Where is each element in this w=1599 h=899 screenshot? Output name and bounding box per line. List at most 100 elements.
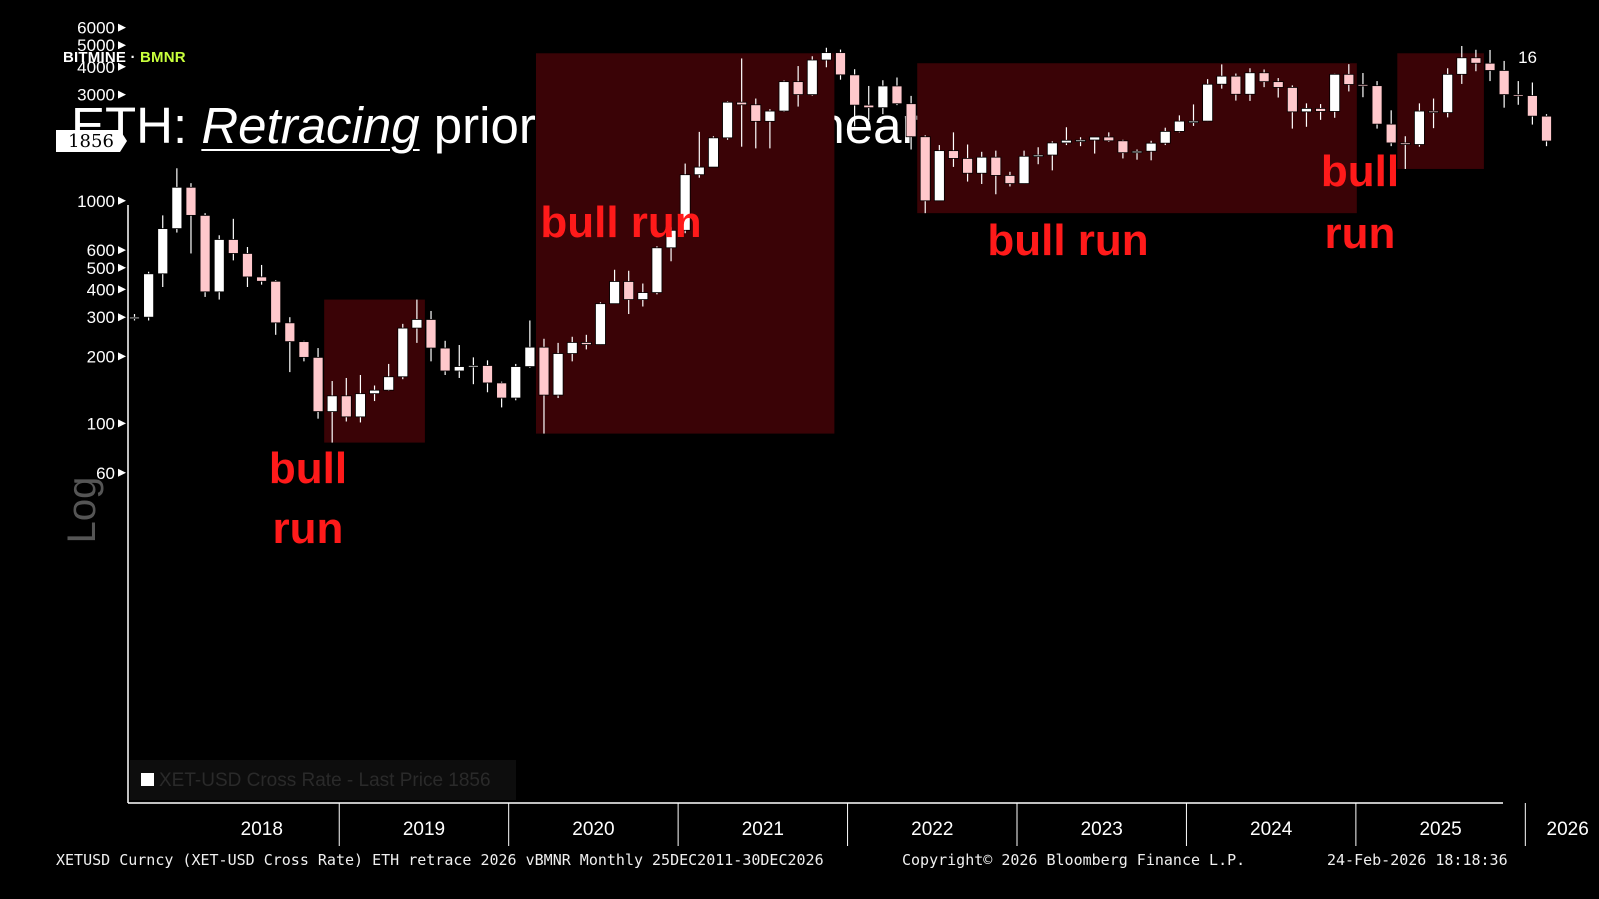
candle-body bbox=[651, 247, 663, 293]
candle-body bbox=[849, 74, 861, 106]
y-tick-label: 6000 bbox=[77, 19, 115, 38]
candle-body bbox=[242, 253, 253, 278]
footer-copyright: Copyright© 2026 Bloomberg Finance L.P. bbox=[902, 851, 1246, 869]
candle-body bbox=[1371, 85, 1383, 125]
candle-body bbox=[270, 280, 282, 324]
footer-source: XETUSD Curncy (XET-USD Cross Rate) ETH r… bbox=[56, 851, 824, 869]
y-tick-mark bbox=[118, 90, 126, 99]
bull-run-zone bbox=[535, 53, 835, 434]
y-tick-mark bbox=[118, 352, 126, 361]
y-tick-label: 100 bbox=[87, 414, 115, 433]
last-price-tag bbox=[56, 130, 127, 153]
candle-body bbox=[1329, 73, 1341, 112]
candle-body bbox=[1018, 155, 1030, 184]
bull-run-label: bull run bbox=[987, 216, 1148, 265]
candle-body bbox=[595, 303, 606, 345]
y-tick-mark bbox=[118, 62, 126, 71]
candle-body bbox=[1089, 136, 1101, 141]
y-tick-label: 400 bbox=[87, 280, 115, 299]
candle-body bbox=[1526, 95, 1538, 117]
y-tick-mark bbox=[118, 23, 126, 32]
candle-body bbox=[820, 52, 832, 61]
candle-body bbox=[143, 273, 155, 318]
candle-body bbox=[566, 342, 578, 354]
candle-body bbox=[1202, 83, 1214, 122]
brand-label: BITMINE · BMNR bbox=[63, 49, 186, 66]
candle-body bbox=[425, 319, 437, 349]
x-tick-label: 2026 bbox=[1547, 819, 1589, 840]
candle-body bbox=[1442, 73, 1454, 114]
candle-body bbox=[933, 150, 945, 202]
candle-body bbox=[340, 395, 352, 418]
candle-body bbox=[835, 52, 846, 76]
y-tick-label: 1000 bbox=[77, 192, 115, 211]
candle-body bbox=[439, 347, 451, 372]
y-tick-label: 500 bbox=[87, 259, 115, 278]
candle-body bbox=[1061, 139, 1072, 144]
y-tick-mark bbox=[118, 313, 126, 322]
candle-body bbox=[1414, 110, 1425, 145]
candle-body bbox=[1428, 110, 1439, 114]
candle-body bbox=[171, 186, 183, 230]
candle-body bbox=[623, 281, 635, 300]
title-emphasis: Retracing bbox=[201, 97, 420, 154]
candle-body bbox=[1498, 70, 1510, 95]
candle-body bbox=[806, 59, 818, 95]
candle-body bbox=[722, 101, 733, 139]
legend-background bbox=[130, 760, 516, 800]
footer-timestamp: 24-Feb-2026 18:18:36 bbox=[1327, 851, 1508, 869]
candle-body bbox=[1230, 75, 1242, 95]
page-number: 16 bbox=[1518, 48, 1537, 67]
y-tick-label: 300 bbox=[87, 308, 115, 327]
candle-body bbox=[1159, 131, 1171, 144]
candle-body bbox=[482, 365, 493, 384]
candle-body bbox=[510, 366, 522, 399]
candle-body bbox=[1343, 73, 1355, 85]
bull-run-zone bbox=[1397, 53, 1484, 169]
candle-body bbox=[383, 376, 395, 391]
bull-run-label: bull bbox=[269, 444, 347, 493]
candle-body bbox=[1385, 123, 1397, 144]
candle-body bbox=[1484, 62, 1496, 71]
brand-name: BITMINE bbox=[63, 49, 127, 66]
y-tick-label: 3000 bbox=[77, 86, 115, 105]
candle-body bbox=[397, 327, 409, 378]
candle-body bbox=[284, 322, 296, 343]
candle-body bbox=[764, 110, 776, 122]
candle-body bbox=[1173, 120, 1185, 132]
candle-body bbox=[1244, 72, 1256, 95]
candle-body bbox=[1216, 75, 1228, 85]
y-axis-title: Log bbox=[60, 477, 104, 544]
x-tick-label: 2022 bbox=[911, 819, 953, 840]
candle-body bbox=[1075, 139, 1086, 142]
candle-body bbox=[637, 292, 649, 300]
candle-body bbox=[199, 214, 211, 293]
y-tick-mark bbox=[118, 41, 126, 50]
candle-body bbox=[538, 346, 550, 396]
candle-body bbox=[185, 186, 197, 216]
candle-body bbox=[1512, 94, 1524, 97]
candle-body bbox=[919, 136, 931, 202]
candle-body bbox=[863, 104, 875, 109]
x-tick-label: 2018 bbox=[241, 819, 283, 840]
candle-body bbox=[1188, 120, 1199, 124]
candle-body bbox=[609, 281, 620, 305]
candle-body bbox=[369, 389, 380, 395]
candle-body bbox=[524, 346, 536, 367]
y-tick-label: 4000 bbox=[77, 58, 115, 77]
y-tick-label: 60 bbox=[96, 464, 115, 483]
candle-body bbox=[1272, 81, 1284, 88]
candle-body bbox=[355, 393, 366, 418]
candle-body bbox=[736, 101, 748, 106]
brand-separator: · bbox=[126, 49, 141, 66]
candle-body bbox=[1004, 175, 1016, 184]
candle-body bbox=[665, 229, 677, 249]
y-tick-label: 200 bbox=[87, 347, 115, 366]
candle-body bbox=[256, 276, 267, 282]
candle-body bbox=[129, 316, 140, 320]
candle-body bbox=[962, 158, 973, 174]
y-tick-mark bbox=[118, 246, 126, 255]
y-tick-mark bbox=[118, 285, 126, 294]
candle-body bbox=[1541, 115, 1552, 142]
